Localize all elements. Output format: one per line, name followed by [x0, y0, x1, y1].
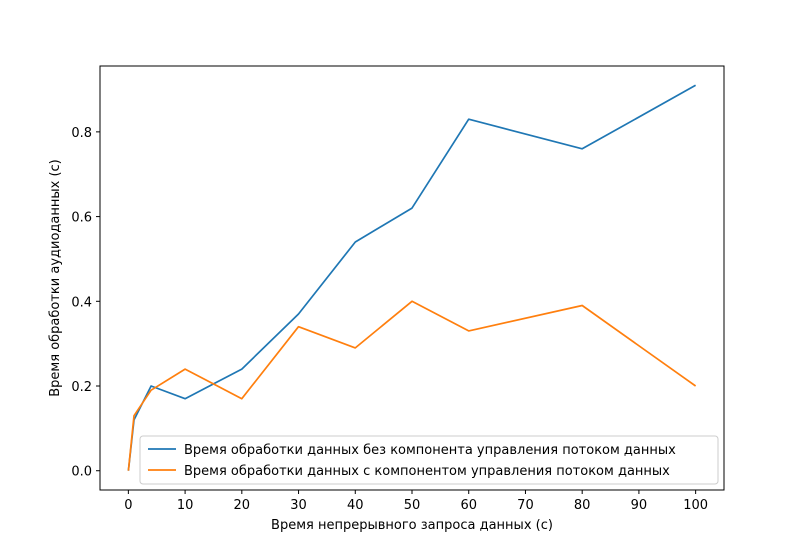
y-axis-ticks: 0.0 0.2 0.4 0.6 0.8 — [71, 126, 100, 480]
series-line-2 — [127, 300, 697, 471]
y-tick-label: 0.0 — [71, 465, 92, 480]
plot-frame — [99, 65, 725, 491]
x-axis-ticks: 0 10 20 30 40 50 60 70 80 90 100 — [124, 490, 708, 513]
series-layer — [127, 84, 697, 471]
legend-label-1: Время обработки данных без компонента уп… — [184, 443, 676, 458]
x-tick-label: 80 — [574, 498, 591, 513]
x-tick-label: 0 — [124, 498, 132, 513]
x-tick-label: 20 — [234, 498, 251, 513]
series-line-1 — [127, 84, 697, 471]
legend-box — [139, 435, 719, 485]
y-tick-label: 0.4 — [71, 295, 92, 310]
y-axis-label: Время обработки аудиоданных (с) — [48, 159, 63, 396]
legend: Время обработки данных без компонента уп… — [139, 435, 719, 485]
x-tick-label: 90 — [631, 498, 648, 513]
y-tick-label: 0.6 — [71, 211, 92, 226]
x-axis-label: Время непрерывного запроса данных (с) — [271, 518, 553, 533]
x-tick-label: 70 — [517, 498, 534, 513]
x-tick-label: 100 — [683, 498, 708, 513]
x-tick-label: 50 — [404, 498, 421, 513]
legend-label-2: Время обработки данных с компонентом упр… — [184, 464, 670, 479]
y-tick-label: 0.8 — [71, 126, 92, 141]
x-tick-label: 40 — [347, 498, 364, 513]
x-tick-label: 10 — [177, 498, 194, 513]
x-tick-label: 60 — [460, 498, 477, 513]
y-tick-label: 0.2 — [71, 380, 92, 395]
x-tick-label: 30 — [290, 498, 307, 513]
